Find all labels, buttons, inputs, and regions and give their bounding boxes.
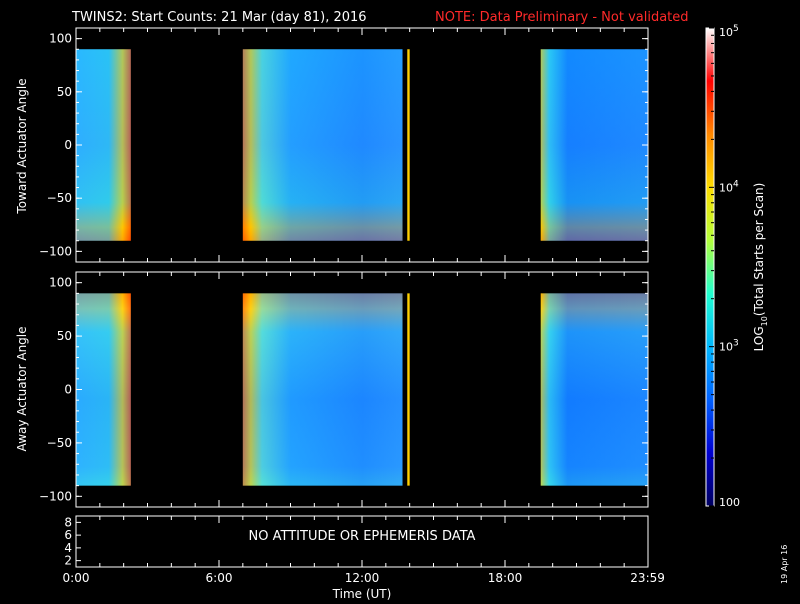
y-axis-title-away: Away Actuator Angle — [15, 326, 29, 451]
y-tick-label: 4 — [64, 541, 72, 555]
heatmap-angle-shading — [76, 293, 131, 486]
y-axis-title-toward: Toward Actuator Angle — [15, 78, 29, 214]
colorbar-scale — [705, 27, 715, 507]
y-tick-label: 50 — [57, 329, 72, 343]
y-tick-label: 100 — [49, 276, 72, 290]
time-axis: 0:00 6:00 12:00 18:00 23:59 — [63, 28, 665, 585]
colorbar-tick-label: 105 — [719, 24, 739, 39]
heatmap-segment — [407, 49, 410, 241]
colorbar-tick-label: 104 — [719, 179, 739, 194]
x-tick-label: 23:59 — [630, 571, 665, 585]
date-stamp: 19 Apr 16 — [780, 545, 789, 584]
y-tick-label: 6 — [64, 528, 72, 542]
y-tick-label: −100 — [39, 244, 72, 258]
chart-title: TWINS2: Start Counts: 21 Mar (day 81), 2… — [71, 10, 367, 25]
heatmap-angle-shading — [540, 49, 648, 241]
colorbar: 105 104 103 100 — [705, 24, 740, 509]
heatmap-angle-shading — [540, 293, 648, 486]
y-tick-label: −50 — [47, 436, 72, 450]
x-axis-title: Time (UT) — [332, 587, 392, 600]
heatmap-angle-shading — [76, 49, 131, 241]
y-tick-label: −50 — [47, 191, 72, 205]
y-tick-label: 8 — [64, 515, 72, 529]
heatmap-segment — [407, 293, 410, 486]
toward-angle-panel: 100 50 0 −50 −100 — [39, 27, 649, 263]
heatmap-angle-shading — [242, 49, 403, 241]
x-tick-label: 12:00 — [345, 571, 380, 585]
heatmap-angle-shading — [242, 293, 403, 486]
colorbar-tick-label: 100 — [719, 496, 740, 509]
y-tick-label: 2 — [64, 554, 72, 568]
colorbar-tick-label: 103 — [719, 339, 739, 354]
away-angle-panel: 100 50 0 −50 −100 — [39, 271, 649, 508]
preliminary-note: NOTE: Data Preliminary - Not validated — [435, 10, 689, 25]
y-tick-label: 0 — [64, 383, 72, 397]
x-tick-label: 6:00 — [206, 571, 233, 585]
x-tick-label: 0:00 — [63, 571, 90, 585]
x-tick-label: 18:00 — [488, 571, 523, 585]
colorbar-title: LOG10(Total Starts per Scan) — [752, 183, 769, 352]
y-tick-label: 0 — [64, 138, 72, 152]
y-tick-label: −100 — [39, 489, 72, 503]
y-tick-label: 50 — [57, 85, 72, 99]
no-data-message: NO ATTITUDE OR EPHEMERIS DATA — [249, 529, 476, 544]
y-tick-label: 100 — [49, 32, 72, 46]
